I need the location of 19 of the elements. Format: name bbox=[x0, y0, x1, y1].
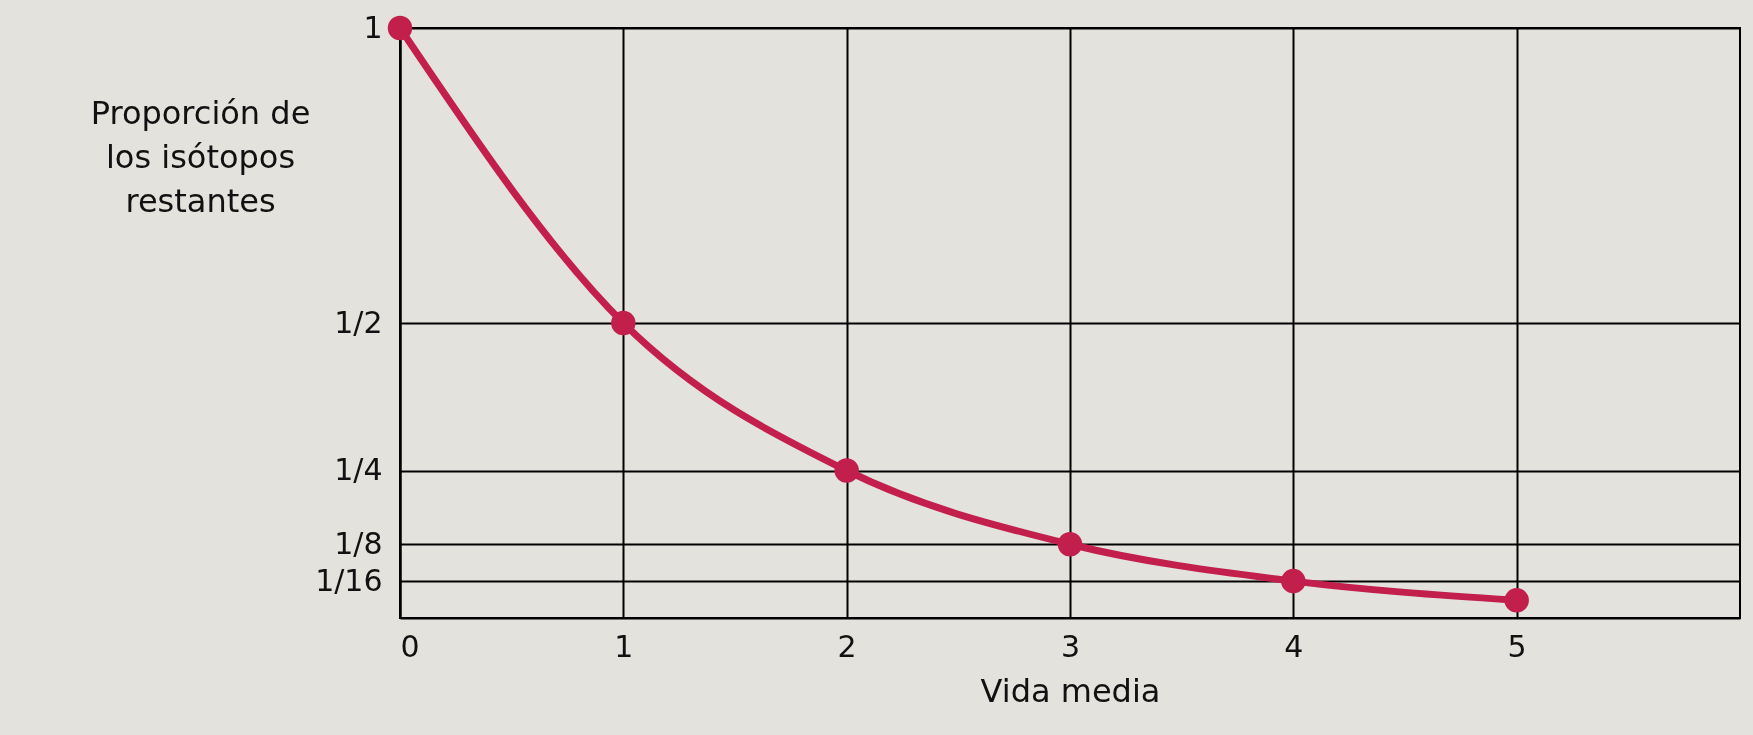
point bbox=[1057, 532, 1083, 557]
y-tick-label: 1/16 bbox=[315, 562, 383, 598]
x-axis-title: Vida media bbox=[980, 671, 1161, 710]
x-tick-label: 2 bbox=[837, 628, 857, 664]
y-tick-label: 1/8 bbox=[334, 525, 383, 561]
y-tick-label: 1/2 bbox=[334, 304, 383, 340]
x-tick-label: 0 bbox=[400, 628, 420, 664]
point bbox=[1281, 568, 1306, 594]
point bbox=[1504, 588, 1529, 613]
x-tick-label: 3 bbox=[1060, 628, 1081, 664]
y-tick-label: 1 bbox=[363, 9, 383, 45]
point bbox=[387, 15, 413, 41]
x-tick-label: 4 bbox=[1284, 628, 1304, 664]
x-tick-label: 1 bbox=[614, 628, 634, 664]
point bbox=[611, 310, 636, 336]
x-tick-label: 5 bbox=[1507, 628, 1527, 664]
point bbox=[834, 458, 859, 483]
y-axis-title: Proporción de los isótopos restantes bbox=[90, 93, 311, 220]
y-tick-label: 1/4 bbox=[334, 452, 383, 487]
